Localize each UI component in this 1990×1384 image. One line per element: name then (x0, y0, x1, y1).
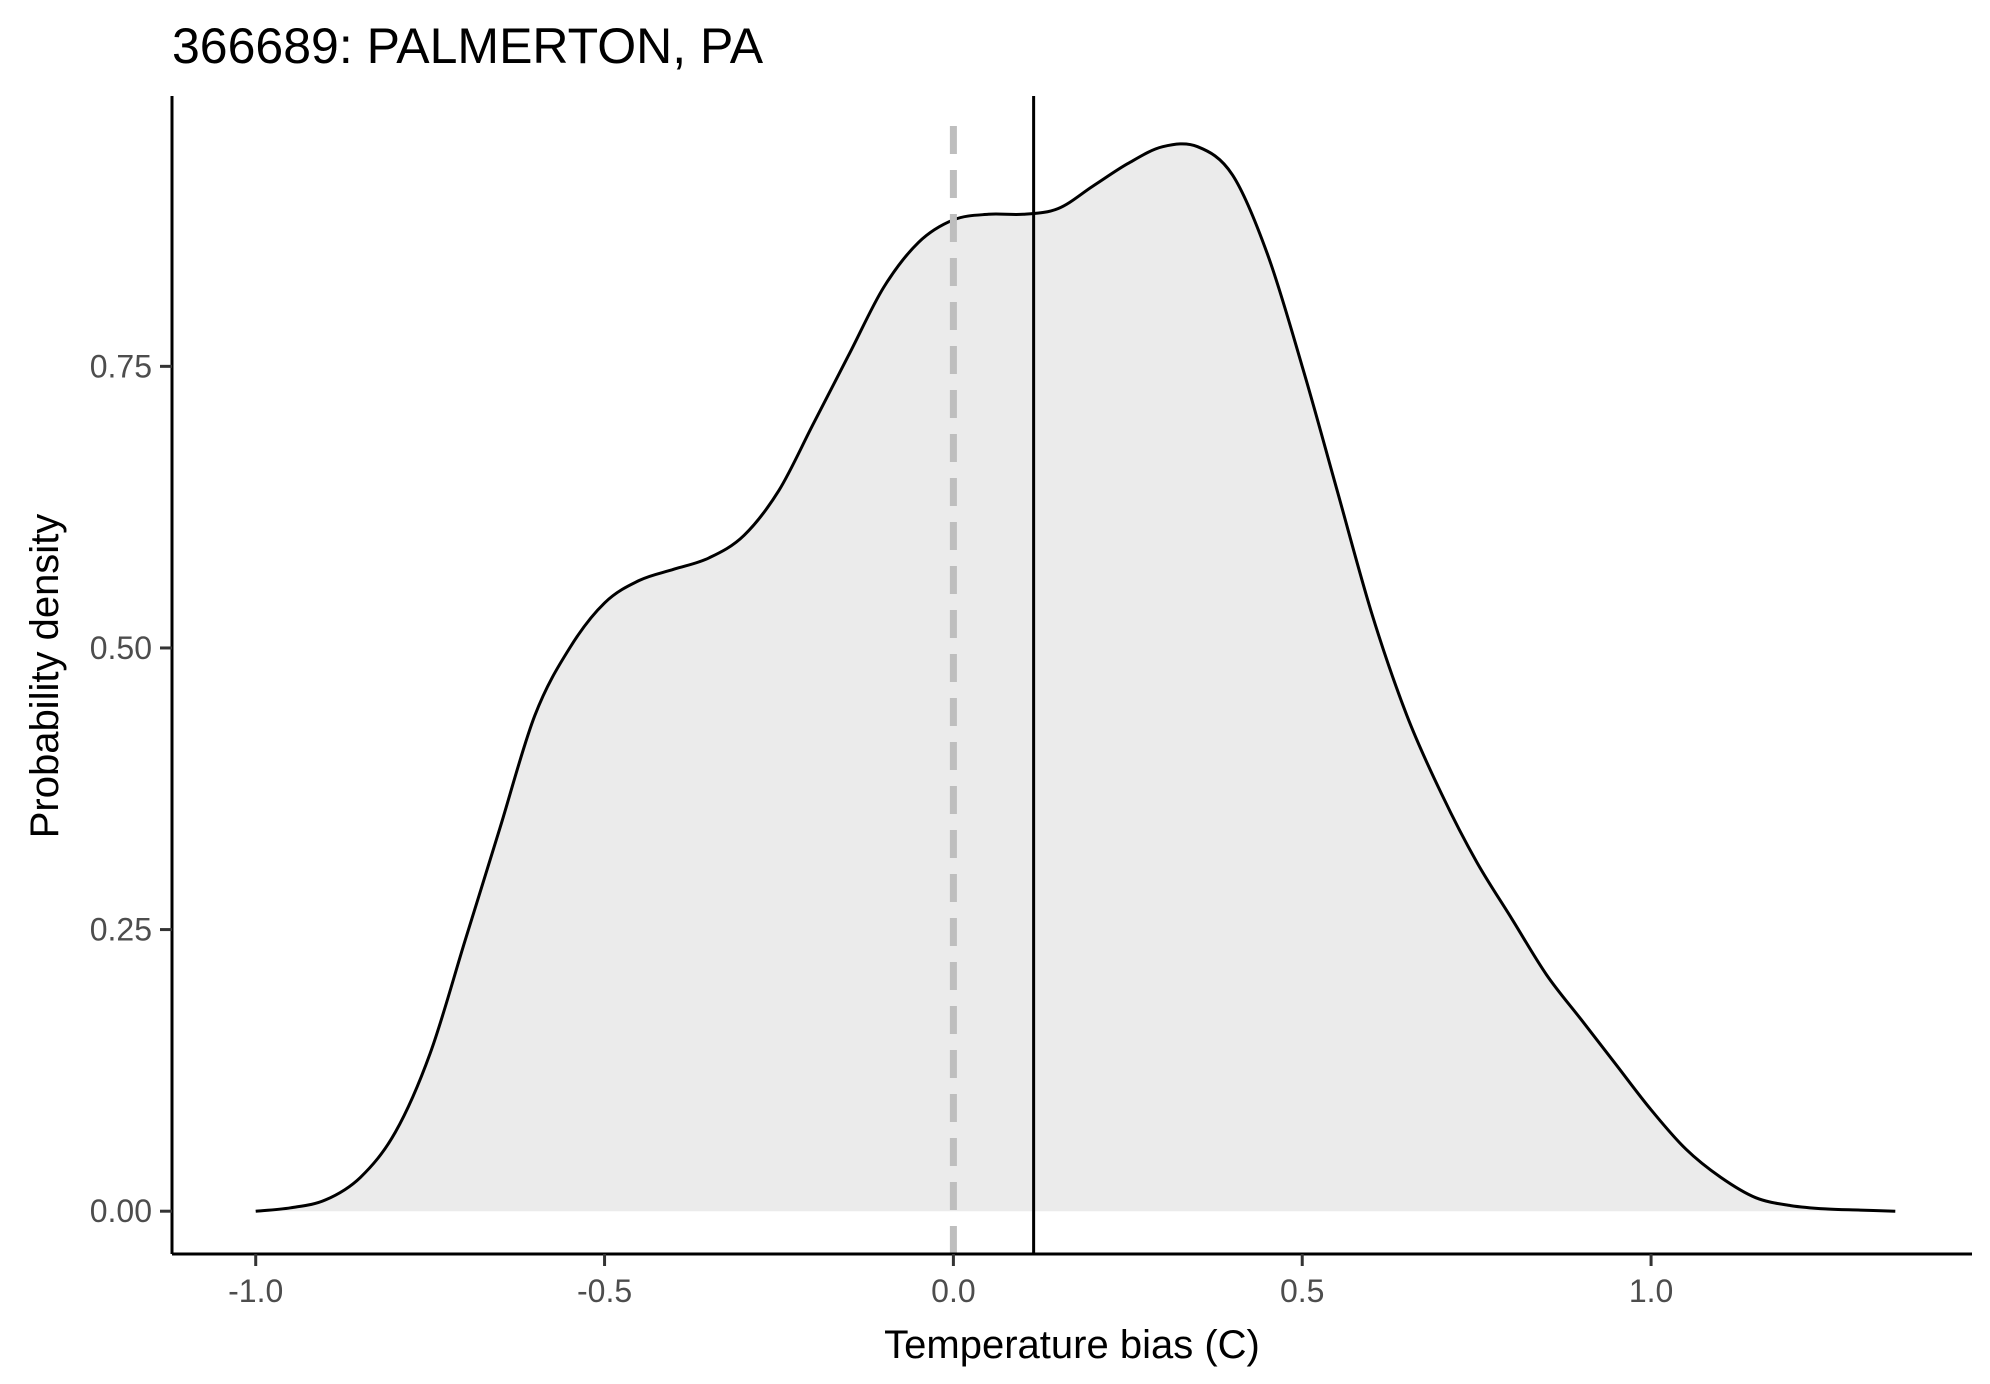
x-axis-title: Temperature bias (C) (884, 1323, 1260, 1367)
y-tick-label: 0.25 (90, 912, 152, 948)
x-tick-label: -1.0 (228, 1273, 283, 1309)
x-tick-label: 0.5 (1280, 1273, 1324, 1309)
x-tick-label: 0.0 (931, 1273, 975, 1309)
y-axis-title: Probability density (23, 514, 67, 839)
y-tick-label: 0.50 (90, 630, 152, 666)
plot-area (255, 96, 1896, 1254)
axes: -1.0 -0.5 0.0 0.5 1.0 0.00 0.25 0.50 0.75 (90, 96, 1972, 1309)
y-tick-label: 0.00 (90, 1193, 152, 1229)
density-curve (255, 142, 1896, 1213)
density-area-fill (255, 143, 1896, 1212)
x-tick-label: -0.5 (577, 1273, 632, 1309)
chart-title: 366689: PALMERTON, PA (172, 18, 764, 74)
y-tick-label: 0.75 (90, 348, 152, 384)
x-tick-label: 1.0 (1629, 1273, 1673, 1309)
